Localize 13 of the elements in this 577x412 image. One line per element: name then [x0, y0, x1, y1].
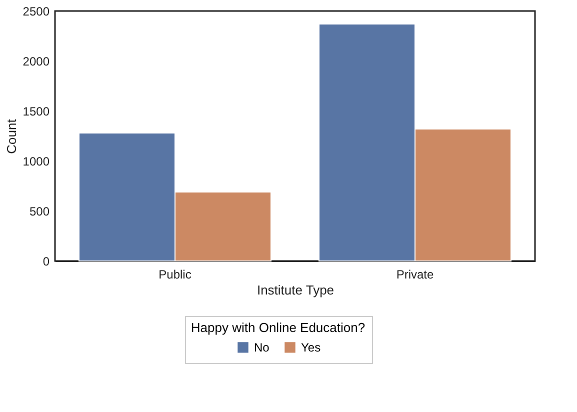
- legend-label: Yes: [301, 340, 321, 354]
- y-tick-label: 1500: [22, 104, 50, 118]
- y-tick-label: 1000: [22, 154, 50, 168]
- x-axis-title: Institute Type: [256, 282, 334, 298]
- y-tick-label: 2000: [22, 54, 50, 68]
- legend-title: Happy with Online Education?: [190, 320, 366, 335]
- x-tick-label: Private: [396, 268, 434, 282]
- x-tick-label: Public: [158, 268, 192, 282]
- y-axis-title: Count: [4, 118, 19, 154]
- legend-label: No: [254, 340, 270, 354]
- y-tick-label: 0: [42, 254, 50, 268]
- y-tick-label: 500: [29, 204, 50, 218]
- y-tick-label: 2500: [22, 4, 50, 18]
